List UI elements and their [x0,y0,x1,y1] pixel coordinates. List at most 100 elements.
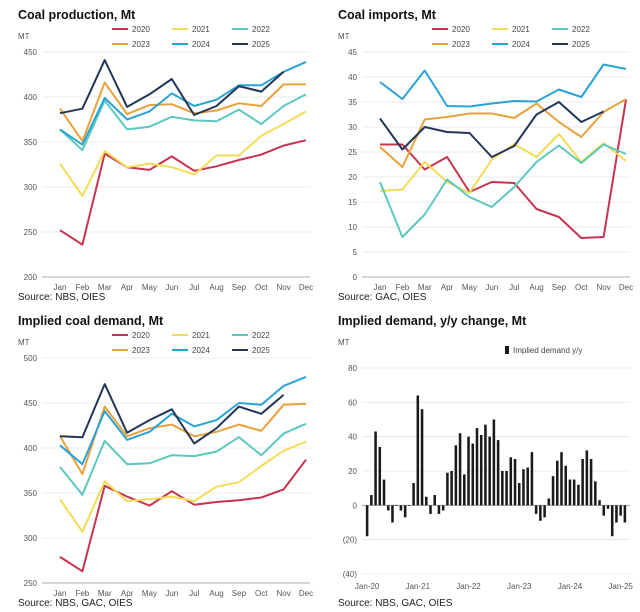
y-tick-label: 200 [24,273,38,282]
source-note: Source: GAC, OIES [338,292,427,303]
coal-imports-panel: Coal imports, Mt MT Source: GAC, OIES 0 5 10 1… [320,0,640,306]
chart-title: Coal imports, Mt [338,8,437,22]
y-tick-label: 250 [24,579,38,588]
y-tick-label: 300 [24,183,38,192]
y-tick-label: 80 [348,364,357,373]
x-tick-label: Jan-21 [406,582,431,591]
y-tick-label: 25 [348,148,357,157]
x-tick-label: Jun [165,283,178,292]
y-tick-label: 0 [353,501,358,510]
x-tick-label: May [142,589,157,598]
x-tick-label: Oct [255,589,268,598]
bar [454,445,458,506]
x-tick-label: Jan-20 [355,582,380,591]
bar [365,505,369,537]
bar [492,419,496,506]
bar [602,505,606,516]
source-note: Source: NBS, GAC, OIES [18,598,133,609]
x-tick-label: Jan [54,283,67,292]
bar [577,484,580,506]
bar [572,479,576,506]
series-line-2025 [59,59,285,116]
legend-label-2023: 2023 [452,40,470,49]
y-tick-label: 35 [348,98,357,107]
y-tick-label: 15 [348,198,357,207]
bar [378,446,382,506]
bar [488,436,491,506]
y-tick-label: (20) [343,536,358,545]
legend-label-2025: 2025 [572,40,590,49]
y-axis-unit-label: MT [338,32,350,41]
y-tick-label: 20 [348,173,357,182]
bar [522,469,525,506]
bar [370,495,373,506]
y-tick-label: 500 [24,354,38,363]
x-tick-label: Mar [98,589,112,598]
legend-label-2024: 2024 [192,40,210,49]
legend-label-2020: 2020 [132,25,150,34]
x-tick-label: Oct [575,283,588,292]
y-axis-unit-label: MT [338,338,350,347]
series-line-2020 [380,99,627,239]
y-axis-unit-label: MT [18,338,30,347]
y-tick-label: 350 [24,138,38,147]
bar [539,505,542,521]
y-tick-label: 0 [353,273,358,282]
bar [610,505,614,537]
y-tick-label: 20 [348,467,357,476]
legend-label-2024: 2024 [192,346,210,355]
legend-label-2022: 2022 [252,331,270,340]
source-note: Source: NBS, OIES [18,292,106,303]
bar [585,450,589,506]
x-tick-label: Jul [189,283,199,292]
coal-production-panel: Coal production, Mt MT Source: NBS, OIES 20… [0,0,320,306]
x-tick-label: Nov [277,589,291,598]
y-tick-label: 40 [348,433,357,442]
bar [530,452,534,506]
legend-label-2025: 2025 [252,40,270,49]
y-tick-label: 60 [348,398,357,407]
y-tick-label: 40 [348,73,357,82]
bar [501,471,504,506]
x-tick-label: Feb [75,283,89,292]
bar [475,428,479,506]
series-line-2021 [59,440,307,533]
bar [471,443,475,506]
x-tick-label: Apr [441,283,454,292]
bar [420,409,424,506]
series-line-2025 [59,383,285,445]
y-tick-label: 5 [353,248,358,257]
bar [479,434,483,506]
x-tick-label: Mar [418,283,432,292]
bar [463,474,466,506]
x-tick-label: Aug [529,283,543,292]
x-tick-label: Mar [98,283,112,292]
x-tick-label: Jan-22 [456,582,481,591]
x-tick-label: Oct [255,283,268,292]
x-tick-label: Aug [209,283,223,292]
bar [547,498,551,506]
series-line-2023 [59,402,307,476]
x-tick-label: May [462,283,477,292]
legend-label-2023: 2023 [132,40,150,49]
series-line-2024 [379,63,627,108]
bar [517,483,521,506]
bar [589,458,593,506]
series-line-2020 [59,139,307,246]
bar [509,457,513,506]
bar [556,460,559,506]
bar [433,495,436,506]
implied-demand-panel: Implied coal demand, Mt MT Source: NBS, GA… [0,306,320,612]
legend-label-2024: 2024 [512,40,530,49]
series-line-2023 [59,81,306,143]
x-tick-label: Jan-25 [608,582,633,591]
bar [543,505,546,518]
x-tick-label: Aug [209,589,223,598]
series-line-2023 [379,98,627,168]
legend-label-2022: 2022 [572,25,590,34]
bar [615,505,618,523]
legend-label-2023: 2023 [132,346,150,355]
bar [619,505,622,516]
x-tick-label: Apr [121,589,134,598]
legend-swatch-implied-demand [505,346,509,354]
